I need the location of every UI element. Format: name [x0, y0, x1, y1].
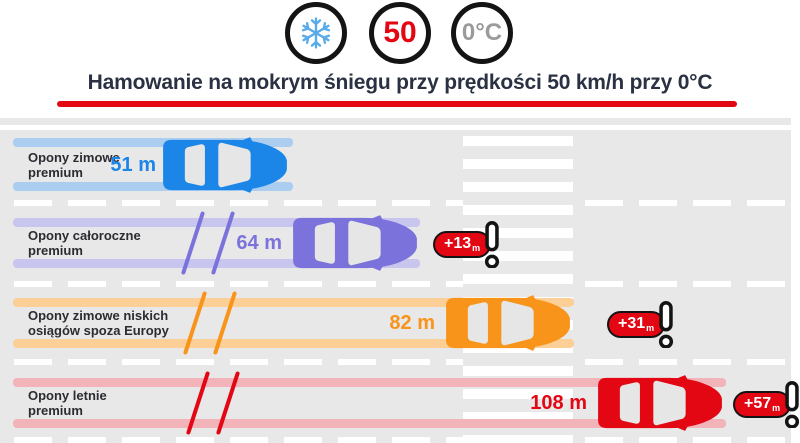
- lane-divider: [585, 200, 790, 206]
- delta-badge: +13 m: [433, 219, 504, 269]
- exclamation-icon: [785, 381, 800, 428]
- lane-divider: [14, 437, 463, 443]
- lane-track-top: [13, 298, 574, 307]
- speed-value: 50: [383, 16, 417, 49]
- road-edge-strip: [0, 118, 791, 125]
- car-icon: [163, 137, 287, 193]
- tire-label: Opony zimowe niskich osiągów spoza Europ…: [28, 308, 169, 338]
- car-icon: [446, 295, 570, 351]
- temperature-value: 0°C: [461, 19, 503, 46]
- lane-divider: [585, 437, 790, 443]
- temperature-badge: 0°C: [451, 2, 513, 64]
- snow-condition-badge: [285, 2, 347, 64]
- lane-divider: [585, 281, 790, 287]
- lane-divider: [14, 200, 463, 206]
- delta-badge: +31 m: [607, 299, 678, 349]
- lane-divider: [585, 359, 790, 365]
- title-underline: [57, 101, 737, 107]
- car-icon: [598, 375, 722, 431]
- tire-label: Opony letnie premium: [28, 388, 107, 418]
- lane-track-bottom: [13, 182, 293, 191]
- lane-divider: [14, 281, 463, 287]
- lane-divider: [14, 359, 463, 365]
- lane-track-bottom: [13, 419, 726, 428]
- tire-label: Opony całoroczne premium: [28, 228, 141, 258]
- car-icon: [293, 215, 417, 271]
- lane-track-top: [13, 218, 420, 227]
- lane-track-top: [13, 378, 726, 387]
- exclamation-icon: [659, 301, 674, 348]
- lane-track-top: [13, 138, 293, 147]
- lane-track-bottom: [13, 339, 574, 348]
- distance-value: 82 m: [389, 312, 435, 334]
- delta-badge: +57 m: [733, 379, 800, 429]
- snowflake-icon: [301, 17, 331, 49]
- speed-limit-badge: 50: [369, 2, 431, 64]
- distance-value: 108 m: [530, 392, 587, 414]
- exclamation-icon: [485, 221, 500, 268]
- pedestrian-crosswalk: [463, 136, 573, 443]
- page-title: Hamowanie na mokrym śniegu przy prędkośc…: [87, 71, 713, 94]
- distance-value: 51 m: [110, 154, 156, 176]
- distance-value: 64 m: [236, 232, 282, 254]
- tire-label: Opony zimowe premium: [28, 150, 120, 180]
